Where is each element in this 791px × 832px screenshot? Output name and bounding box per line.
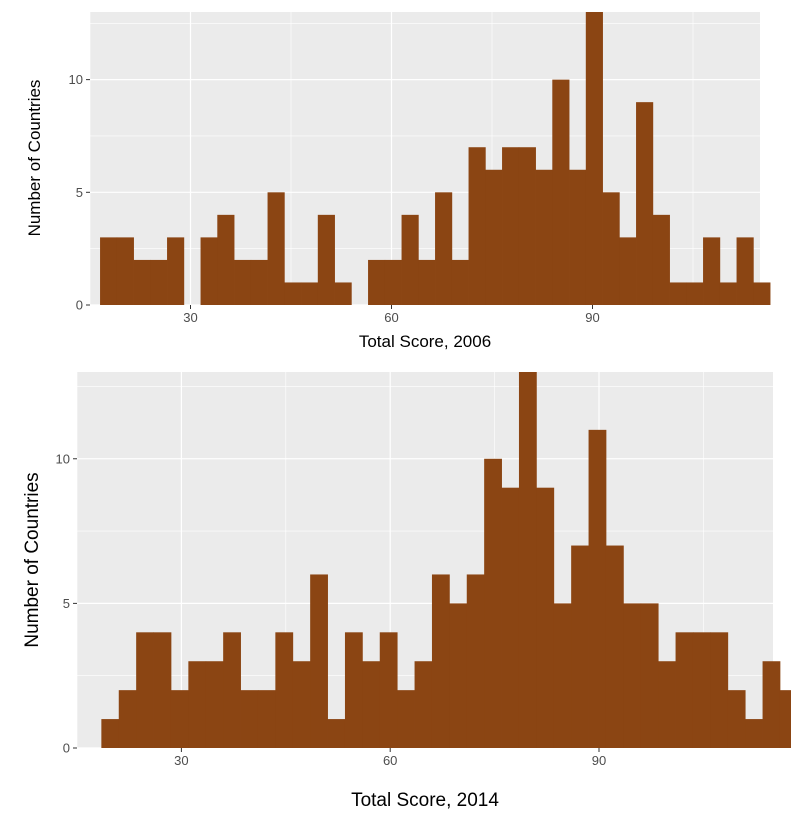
histogram-bar — [379, 632, 398, 748]
histogram-bar — [292, 661, 311, 748]
histogram-bar — [640, 603, 659, 748]
histogram-bar — [779, 690, 791, 748]
histogram-bar — [116, 237, 134, 305]
histogram-bar — [223, 632, 241, 748]
histogram-bar — [334, 282, 352, 305]
histogram-bar — [569, 169, 587, 305]
histogram-bar — [257, 690, 276, 748]
histogram-bar — [205, 661, 224, 748]
histogram-bar — [652, 214, 670, 305]
histogram-bar — [250, 259, 268, 305]
histogram-bar — [605, 545, 624, 748]
histogram-bar — [431, 574, 450, 748]
histogram-bar — [284, 282, 302, 305]
x-tick-label: 60 — [383, 753, 397, 768]
histogram-bar — [153, 632, 172, 748]
histogram-bar — [619, 237, 637, 305]
histogram-bar — [401, 214, 419, 305]
histogram-bar — [753, 282, 771, 305]
histogram-bar — [703, 237, 721, 305]
histogram-bar — [518, 147, 536, 305]
histogram-bar — [602, 192, 620, 305]
histogram-bar — [484, 458, 502, 748]
chart-panel-2: 30 60 90 0 5 10 Total Score, 2014 Number of Cou… — [22, 372, 791, 811]
x-axis-label: Total Score, 2006 — [359, 332, 491, 351]
histogram-bar — [636, 102, 654, 306]
histogram-bar — [167, 237, 185, 305]
histogram-bar — [552, 79, 570, 305]
histogram-bar — [150, 259, 168, 305]
x-axis-label: Total Score, 2014 — [351, 790, 499, 811]
histogram-bar — [710, 632, 729, 748]
y-tick-label: 5 — [63, 596, 70, 611]
x-tick-label: 90 — [592, 753, 606, 768]
histogram-bar — [384, 259, 402, 305]
histogram-bar — [170, 690, 189, 748]
x-tick-label: 90 — [585, 310, 599, 325]
x-tick-label: 30 — [183, 310, 197, 325]
histogram-bar — [451, 259, 469, 305]
histogram-bar — [449, 603, 468, 748]
histogram-bar — [536, 487, 555, 748]
histogram-bar — [669, 282, 687, 305]
histogram-bar — [118, 690, 137, 748]
histogram-bar — [502, 147, 520, 305]
histogram-bar — [745, 719, 763, 748]
histogram-bar — [418, 259, 436, 305]
histogram-bar — [571, 545, 589, 748]
y-tick-label: 0 — [76, 298, 83, 313]
y-tick-label: 5 — [76, 185, 83, 200]
x-tick-label: 30 — [174, 753, 188, 768]
histogram-bar — [188, 661, 207, 748]
histogram-bar — [623, 603, 642, 748]
histogram-bar — [200, 237, 218, 305]
histogram-bar — [100, 237, 118, 305]
histogram-bar — [234, 259, 252, 305]
y-axis-label: Number of Countries — [25, 80, 44, 237]
histogram-bar — [101, 719, 120, 748]
y-axis-label: Number of Countries — [22, 472, 43, 647]
x-tick-label: 60 — [384, 310, 398, 325]
histogram-bar — [133, 259, 151, 305]
histogram-bar — [466, 574, 485, 748]
histogram-bar — [535, 169, 553, 305]
histogram-bar — [240, 690, 259, 748]
histogram-bar — [362, 661, 381, 748]
histogram-bar — [368, 259, 386, 305]
histogram-bar — [553, 603, 572, 748]
histogram-bar — [518, 372, 537, 748]
histogram-bar — [686, 282, 704, 305]
histogram-bar — [468, 147, 486, 305]
histogram-bar — [217, 214, 235, 305]
histogram-bar — [692, 632, 711, 748]
histogram-bar — [310, 574, 328, 748]
histogram-bar — [736, 237, 754, 305]
histogram-bar — [136, 632, 154, 748]
histogram-bar — [588, 429, 607, 748]
histogram-bar — [658, 661, 676, 748]
histogram-bar — [435, 192, 453, 305]
histogram-bar — [727, 690, 746, 748]
y-tick-label: 0 — [63, 741, 70, 756]
histogram-bar — [719, 282, 737, 305]
histogram-bar — [675, 632, 694, 748]
histogram-bar — [501, 487, 520, 748]
histogram-bar — [317, 214, 335, 305]
histogram-bar — [585, 12, 603, 305]
histogram-bar — [301, 282, 319, 305]
histogram-bar — [267, 192, 285, 305]
histogram-bar — [275, 632, 294, 748]
histogram-bar — [397, 690, 415, 748]
histogram-bar — [414, 661, 433, 748]
histogram-bar — [327, 719, 346, 748]
chart-panel-1: 30 60 90 0 5 10 Total Score, 2006 Number of Cou… — [25, 12, 771, 351]
histogram-bar — [485, 169, 503, 305]
histogram-bar — [344, 632, 363, 748]
histogram-bar — [762, 661, 781, 748]
y-tick-label: 10 — [56, 451, 70, 466]
y-tick-label: 10 — [69, 72, 83, 87]
